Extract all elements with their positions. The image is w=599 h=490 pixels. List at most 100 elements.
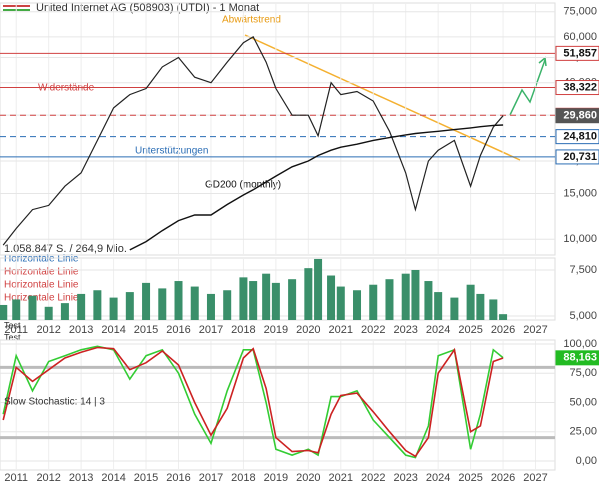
x-tick-label: 2020 <box>296 472 320 484</box>
series-line <box>2 36 504 246</box>
volume-bar <box>190 286 199 320</box>
x-tick-label: 2024 <box>426 472 450 484</box>
x-tick-label: 2027 <box>523 324 547 336</box>
volume-bar <box>369 284 378 320</box>
series-line <box>2 346 504 458</box>
x-tick-label: 2020 <box>296 324 320 336</box>
panel-frame <box>0 339 556 471</box>
value-box-label: 51,857 <box>563 47 597 59</box>
volume-bar <box>174 281 183 320</box>
value-box-label: 38,322 <box>563 81 597 93</box>
volume-bar <box>336 286 345 320</box>
volume-bar <box>206 293 215 320</box>
legend-entry: Horizontale Linie <box>4 293 79 304</box>
x-tick-label: 2017 <box>199 472 223 484</box>
y-tick-label: 5,000 <box>569 310 597 322</box>
volume-bar <box>93 290 102 320</box>
x-tick-label: 2026 <box>491 472 515 484</box>
value-box <box>555 45 599 61</box>
x-tick-label: 2012 <box>36 472 60 484</box>
x-tick-label: 2023 <box>393 324 417 336</box>
y-tick-label: 100,00 <box>563 338 597 350</box>
volume-bar <box>489 299 498 320</box>
volume-bar <box>12 299 21 320</box>
legend-entry: Horizontale Linie <box>4 267 79 278</box>
y-tick-label: 25,00 <box>569 426 597 438</box>
value-box-label: 24,810 <box>563 131 597 143</box>
volume-bar <box>288 279 297 320</box>
volume-bar <box>499 314 508 320</box>
value-box <box>555 350 599 366</box>
volume-bar <box>327 275 336 320</box>
volume-bar <box>44 306 53 320</box>
volume-bar <box>158 288 167 320</box>
x-tick-label: 2015 <box>134 324 158 336</box>
x-tick-label: 2016 <box>166 324 190 336</box>
y-tick-label: 15,000 <box>563 187 597 199</box>
x-tick-label: 2016 <box>166 472 190 484</box>
x-tick-label: 2018 <box>231 324 255 336</box>
y-tick-label: 0,00 <box>576 455 597 467</box>
value-box-label: 29,860 <box>563 110 597 122</box>
volume-bar <box>223 290 232 320</box>
volume-bar <box>304 268 313 320</box>
volume-bar <box>353 290 362 320</box>
value-box <box>555 129 599 145</box>
value-box-label: 20,731 <box>563 151 597 163</box>
value-box-label: 88,163 <box>563 352 597 364</box>
projection-arrow <box>509 59 546 116</box>
value-box <box>555 108 599 124</box>
x-tick-label: 2014 <box>101 324 125 336</box>
y-tick-label: 75,000 <box>563 6 597 18</box>
legend-entry: Horizontale Linie <box>4 254 79 265</box>
volume-bar <box>401 273 410 320</box>
x-tick-label: 2019 <box>264 324 288 336</box>
volume-info: 1.058.847 S. / 264,9 Mio. <box>4 243 127 255</box>
x-tick-label: 2021 <box>329 472 353 484</box>
x-tick-label: 2014 <box>101 472 125 484</box>
y-tick-label: 7,500 <box>569 264 597 276</box>
panel-title: Slow Stochastic: 14 | 3 <box>4 397 105 408</box>
y-tick-label: 60,000 <box>563 31 597 43</box>
volume-bar <box>434 292 443 320</box>
volume-bar <box>476 293 485 320</box>
volume-bar <box>314 258 323 320</box>
annotation: Abwärtstrend <box>222 15 281 26</box>
volume-bar <box>28 295 37 320</box>
x-tick-label: 2019 <box>264 472 288 484</box>
y-tick-label: 10,000 <box>563 233 597 245</box>
projection-arrow <box>538 56 547 67</box>
volume-bar <box>262 273 271 320</box>
volume-bar <box>450 297 459 320</box>
x-tick-label: 2013 <box>69 472 93 484</box>
volume-bar <box>411 269 420 320</box>
x-tick-label: 2011 <box>4 324 28 336</box>
volume-bar <box>466 284 475 320</box>
volume-bar <box>125 292 134 320</box>
value-box <box>555 80 599 96</box>
x-tick-label: 2021 <box>329 324 353 336</box>
trend-line <box>244 34 521 161</box>
volume-bar <box>60 303 69 320</box>
x-tick-label: 2024 <box>426 324 450 336</box>
annotation: Unterstützungen <box>135 146 208 157</box>
x-tick-label: 2027 <box>523 472 547 484</box>
volume-bar <box>0 304 8 320</box>
annotation: Test <box>4 332 21 342</box>
series-line <box>2 345 504 459</box>
volume-bar <box>271 282 280 320</box>
x-tick-label: 2012 <box>36 324 60 336</box>
value-box <box>555 149 599 165</box>
x-tick-label: 2022 <box>361 472 385 484</box>
volume-bar <box>109 297 118 320</box>
y-tick-label: 75,00 <box>569 367 597 379</box>
volume-bar <box>385 279 394 320</box>
x-tick-label: 2011 <box>4 472 28 484</box>
x-tick-label: 2013 <box>69 324 93 336</box>
x-tick-label: 2025 <box>458 324 482 336</box>
legend-entry: Horizontale Linie <box>4 280 79 291</box>
series-line <box>129 124 504 251</box>
x-tick-label: 2025 <box>458 472 482 484</box>
